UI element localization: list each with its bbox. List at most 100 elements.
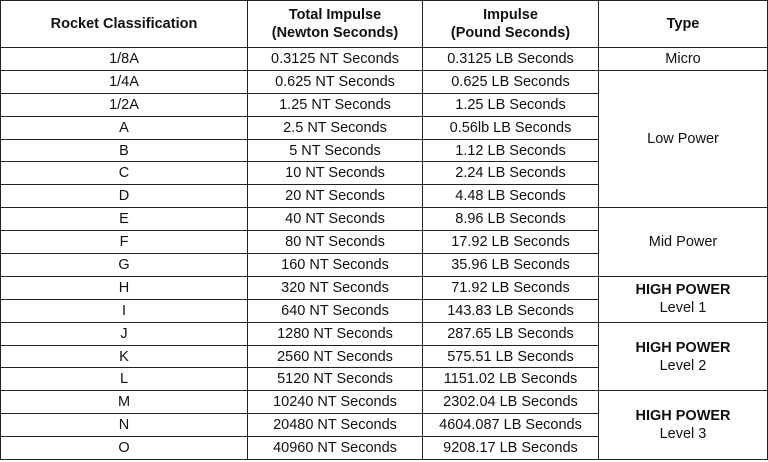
cell: 71.92 LB Seconds (422, 275, 599, 300)
cell: J (0, 321, 248, 346)
type-text: Mid Power (648, 234, 718, 251)
cell-text: 1.25 NT Seconds (279, 96, 391, 113)
cell-text: G (118, 256, 130, 273)
cell: K (0, 344, 248, 369)
cell: C (0, 161, 248, 186)
table-row: O 40960 NT Seconds 9208.17 LB Seconds (0, 436, 768, 461)
cell-text: 2.5 NT Seconds (283, 119, 387, 136)
cell-text: O (118, 440, 130, 457)
cell-text: 2302.04 LB Seconds (443, 394, 578, 411)
cell-text: 0.3125 LB Seconds (447, 50, 574, 67)
table-row: E 40 NT Seconds 8.96 LB Seconds Mid Power (0, 207, 768, 277)
cell-text: 5120 NT Seconds (277, 371, 393, 388)
type-text: HIGH POWER (635, 282, 731, 299)
cell-text: 4604.087 LB Seconds (439, 417, 582, 434)
cell: 10 NT Seconds (247, 161, 423, 186)
cell-text: H (118, 279, 130, 296)
cell-text: 4.48 LB Seconds (455, 188, 566, 205)
cell: 35.96 LB Seconds (422, 253, 599, 277)
cell: H (0, 275, 248, 300)
type-text: Level 2 (659, 357, 707, 374)
cell: 10240 NT Seconds (247, 390, 423, 415)
cell: M (0, 390, 248, 415)
cell-text: K (119, 348, 129, 365)
cell-text: 1151.02 LB Seconds (443, 371, 578, 388)
cell-text: 0.56lb LB Seconds (449, 119, 572, 136)
cell: 5 NT Seconds (247, 138, 423, 163)
table-row: I 640 NT Seconds 143.83 LB Seconds (0, 298, 768, 323)
cell: E (0, 207, 248, 232)
cell: G (0, 253, 248, 277)
type-text: HIGH POWER (635, 408, 731, 425)
type-cell: Low Power (598, 69, 768, 209)
table-row: N 20480 NT Seconds 4604.087 LB Seconds (0, 413, 768, 438)
cell-text: 1.12 LB Seconds (455, 142, 566, 159)
cell: 40960 NT Seconds (247, 436, 423, 461)
table-row: G 160 NT Seconds 35.96 LB Seconds (0, 253, 768, 277)
cell-text: 1/2A (109, 96, 139, 113)
cell-text: N (118, 417, 130, 434)
cell-text: 10240 NT Seconds (273, 394, 397, 411)
cell-text: 10 NT Seconds (285, 165, 385, 182)
type-cell: Micro (598, 47, 768, 71)
header-cell: Impulse (Pound Seconds) (422, 0, 599, 48)
cell: 5120 NT Seconds (247, 367, 423, 392)
cell-text: 2560 NT Seconds (277, 348, 393, 365)
type-cell: Mid Power (598, 207, 768, 277)
header-text: Type (666, 16, 700, 32)
cell: O (0, 436, 248, 461)
cell-text: 320 NT Seconds (281, 279, 389, 296)
cell: 40 NT Seconds (247, 207, 423, 232)
header-text: Impulse (483, 7, 538, 23)
cell-text: 287.65 LB Seconds (447, 325, 574, 342)
cell-text: B (119, 142, 129, 159)
header-text: (Pound Seconds) (450, 25, 571, 41)
cell-text: 160 NT Seconds (281, 256, 389, 273)
cell: 0.625 LB Seconds (422, 69, 599, 94)
cell-text: M (117, 394, 131, 411)
cell-text: 143.83 LB Seconds (447, 302, 574, 319)
cell-text: L (119, 371, 129, 388)
cell-text: 640 NT Seconds (281, 302, 389, 319)
cell: A (0, 115, 248, 140)
header-cell: Type (598, 0, 768, 48)
table-row: D 20 NT Seconds 4.48 LB Seconds (0, 184, 768, 209)
table-row: H 320 NT Seconds 71.92 LB Seconds HIGH POWE… (0, 275, 768, 323)
table-row: K 2560 NT Seconds 575.51 LB Seconds (0, 344, 768, 369)
cell: 1.25 NT Seconds (247, 92, 423, 117)
cell-text: 20 NT Seconds (285, 188, 385, 205)
cell: F (0, 230, 248, 255)
cell: 1151.02 LB Seconds (422, 367, 599, 392)
cell: 1/8A (0, 47, 248, 71)
cell-text: 8.96 LB Seconds (455, 211, 566, 228)
type-text: Micro (665, 50, 701, 67)
cell-text: 80 NT Seconds (285, 234, 385, 251)
cell-text: 0.3125 NT Seconds (271, 50, 399, 67)
cell: 1/4A (0, 69, 248, 94)
cell: 0.56lb LB Seconds (422, 115, 599, 140)
header-cell: Total Impulse (Newton Seconds) (247, 0, 423, 48)
type-cell: HIGH POWER Level 2 (598, 321, 768, 392)
cell-text: 575.51 LB Seconds (447, 348, 574, 365)
cell: 2302.04 LB Seconds (422, 390, 599, 415)
cell: 4.48 LB Seconds (422, 184, 599, 209)
cell-text: 40960 NT Seconds (273, 440, 397, 457)
cell: 0.3125 LB Seconds (422, 47, 599, 71)
cell-text: 1/8A (109, 50, 139, 67)
cell-text: A (119, 119, 129, 136)
table-row: J 1280 NT Seconds 287.65 LB Seconds HIGH PO… (0, 321, 768, 392)
header-row: Rocket Classification Total Impulse (Newto… (0, 0, 768, 48)
cell: 20 NT Seconds (247, 184, 423, 209)
cell: 160 NT Seconds (247, 253, 423, 277)
table-row: F 80 NT Seconds 17.92 LB Seconds (0, 230, 768, 255)
cell: 2560 NT Seconds (247, 344, 423, 369)
cell: D (0, 184, 248, 209)
cell-text: 71.92 LB Seconds (451, 279, 570, 296)
cell: 143.83 LB Seconds (422, 298, 599, 323)
cell: 2.5 NT Seconds (247, 115, 423, 140)
cell: 1/2A (0, 92, 248, 117)
table-row: C 10 NT Seconds 2.24 LB Seconds (0, 161, 768, 186)
table-row: M 10240 NT Seconds 2302.04 LB Seconds HIGH … (0, 390, 768, 461)
cell-text: C (118, 165, 130, 182)
